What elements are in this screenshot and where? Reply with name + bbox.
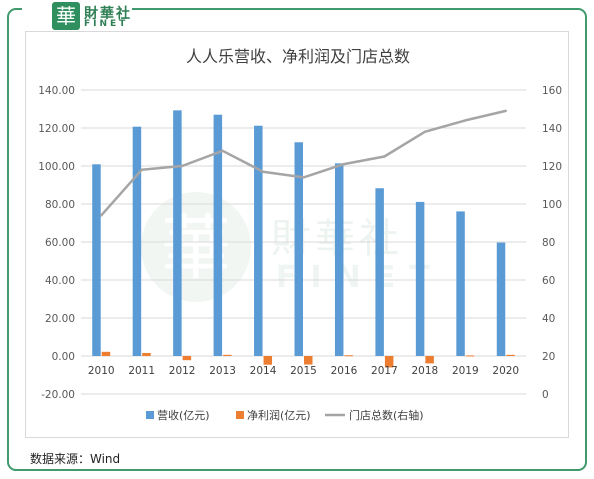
legend-swatch <box>146 411 154 419</box>
stores-point <box>464 119 467 122</box>
revenue-bar <box>132 126 142 356</box>
profit-bar <box>142 352 151 356</box>
left-tick-label: 40.00 <box>45 275 75 287</box>
left-tick-label: 100.00 <box>38 161 75 173</box>
legend-label: 营收(亿元) <box>157 408 210 422</box>
profit-bar <box>344 355 353 357</box>
right-tick-label: 60 <box>542 275 555 287</box>
left-tick-label: 80.00 <box>45 199 75 211</box>
right-tick-label: 20 <box>542 351 555 363</box>
profit-bar <box>101 351 111 356</box>
right-axis: 0 20 40 60 80 100 120 140 160 <box>542 85 562 401</box>
stores-point <box>342 162 346 166</box>
stores-point <box>383 155 386 158</box>
x-tick-label: 2012 <box>169 365 196 377</box>
left-tick-label: -20.00 <box>41 389 75 401</box>
logo-name-en: FINET <box>84 19 129 29</box>
revenue-bar <box>456 211 465 356</box>
profit-bar <box>465 355 475 357</box>
logo-name-cn: 財華社 <box>84 6 132 22</box>
logo-seal-icon: 華 <box>52 2 80 30</box>
right-tick-label: 140 <box>542 123 562 135</box>
x-tick-label: 2014 <box>250 365 277 377</box>
profit-bar <box>223 354 232 356</box>
right-tick-label: 100 <box>542 199 562 211</box>
legend-label: 净利润(亿元) <box>247 408 311 422</box>
left-tick-label: 140.00 <box>38 85 75 97</box>
stores-line <box>100 109 507 217</box>
line-series <box>100 109 507 217</box>
legend: 营收(亿元) 净利润(亿元) 门店总数(右轴) <box>146 408 424 422</box>
left-tick-label: 20.00 <box>45 313 75 325</box>
left-axis: -20.00 0.00 20.00 40.00 60.00 80.00 100.00 120.… <box>38 85 75 401</box>
stores-point <box>423 130 427 133</box>
stores-point <box>140 168 143 171</box>
x-tick-label: 2013 <box>209 365 236 377</box>
profit-bar <box>304 356 313 365</box>
stores-point <box>100 214 103 217</box>
right-tick-label: 0 <box>542 389 549 401</box>
profit-bar <box>425 356 434 364</box>
stores-point <box>302 176 305 179</box>
stores-point <box>180 164 184 168</box>
x-tick-label: 2015 <box>290 365 317 377</box>
watermark-seal-icon <box>141 192 251 302</box>
stores-point <box>221 149 224 152</box>
stores-point <box>504 109 507 113</box>
revenue-bar <box>92 164 101 356</box>
legend-label: 门店总数(右轴) <box>349 408 424 422</box>
profit-bar <box>263 356 273 365</box>
right-tick-label: 40 <box>542 313 555 325</box>
stores-point <box>261 170 265 173</box>
chart-area: 華 財華社 FINET 人人乐营收、净利润及门店总数 -20.00 0.00 20.… <box>25 31 569 438</box>
revenue-bar <box>496 242 506 356</box>
bar-series <box>92 110 515 368</box>
x-tick-label: 2016 <box>331 365 358 377</box>
chart-svg: 華 財華社 FINET 人人乐营收、净利润及门店总数 -20.00 0.00 20.… <box>38 47 562 422</box>
left-tick-label: 0.00 <box>52 351 75 363</box>
x-tick-label: 2018 <box>411 365 438 377</box>
source-note: 数据来源：Wind <box>30 452 121 466</box>
revenue-bar <box>334 163 344 356</box>
right-tick-label: 80 <box>542 237 555 249</box>
x-tick-label: 2020 <box>492 365 519 377</box>
left-tick-label: 60.00 <box>45 237 75 249</box>
gridlines <box>81 89 526 395</box>
profit-bar <box>182 356 192 361</box>
revenue-bar <box>213 114 223 356</box>
revenue-bar <box>375 188 384 356</box>
revenue-bar <box>254 125 263 356</box>
revenue-bar <box>173 110 182 356</box>
left-tick-label: 120.00 <box>38 123 75 135</box>
x-tick-label: 2019 <box>452 365 479 377</box>
revenue-bar <box>415 201 425 356</box>
x-axis: 2010 2011 2012 2013 2014 2015 2016 2017 2018 2019… <box>88 365 519 377</box>
profit-bar <box>506 354 515 356</box>
x-tick-label: 2011 <box>128 365 155 377</box>
legend-swatch <box>236 411 244 419</box>
x-tick-label: 2010 <box>88 365 115 377</box>
right-tick-label: 160 <box>542 85 562 97</box>
right-tick-label: 120 <box>542 161 562 173</box>
chart-title: 人人乐营收、净利润及门店总数 <box>186 47 410 66</box>
revenue-bar <box>294 142 303 356</box>
profit-bar <box>384 356 394 368</box>
x-tick-label: 2017 <box>371 365 398 377</box>
finet-logo: 華 財華社 FINET <box>22 0 132 32</box>
watermark: 華 財華社 FINET <box>141 192 430 302</box>
